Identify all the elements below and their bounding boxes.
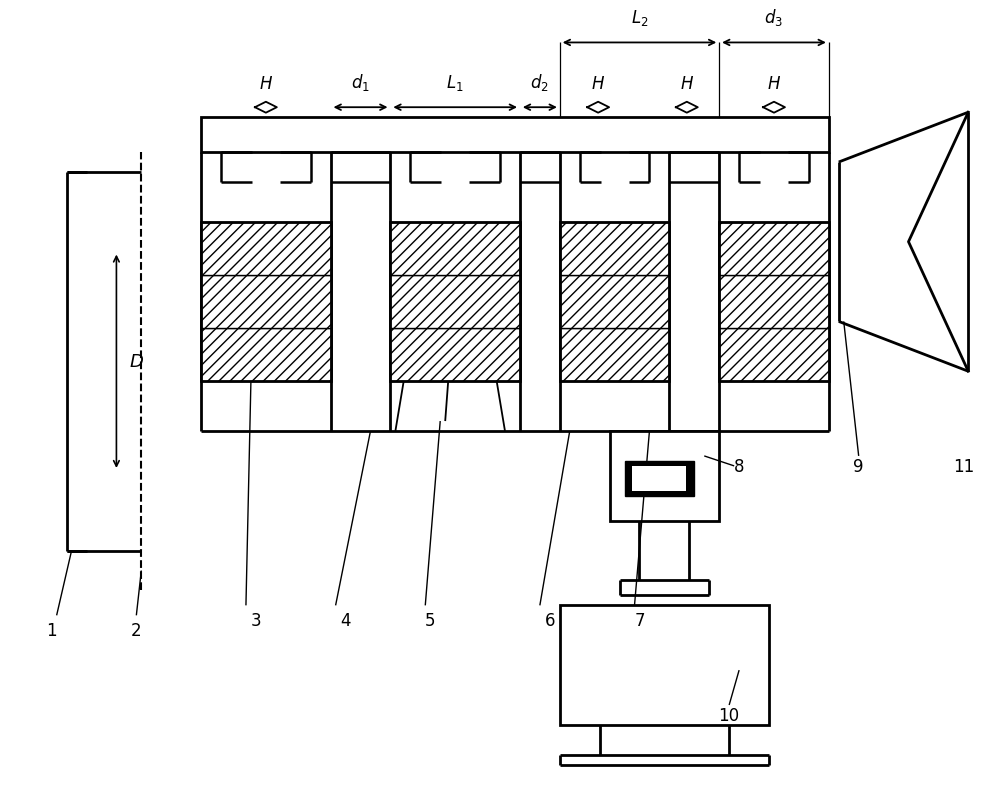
Text: $d_1$: $d_1$	[351, 72, 370, 93]
Bar	[610, 431, 719, 521]
Bar	[719, 276, 829, 328]
Bar	[390, 222, 520, 382]
Bar	[390, 222, 520, 276]
Bar	[560, 222, 669, 382]
Text: $d_2$: $d_2$	[530, 72, 549, 93]
Text: $L_2$: $L_2$	[631, 8, 648, 28]
Text: $L_1$: $L_1$	[446, 73, 464, 93]
Bar	[632, 466, 686, 491]
Text: $H$: $H$	[767, 76, 781, 93]
Bar	[719, 328, 829, 382]
Bar	[560, 606, 769, 725]
Text: 8: 8	[734, 457, 744, 475]
Bar	[560, 276, 669, 328]
Bar	[560, 328, 669, 382]
Bar	[719, 222, 829, 276]
Text: $H$: $H$	[680, 76, 694, 93]
Bar	[390, 276, 520, 328]
Text: 2: 2	[131, 621, 142, 640]
Text: 9: 9	[853, 457, 864, 475]
Text: 4: 4	[340, 611, 351, 629]
Bar	[201, 118, 829, 152]
Bar	[390, 328, 520, 382]
Bar	[719, 222, 829, 382]
Text: 11: 11	[953, 457, 974, 475]
Text: 5: 5	[425, 611, 436, 629]
Text: 6: 6	[545, 611, 555, 629]
Text: 3: 3	[251, 611, 261, 629]
Text: $H$: $H$	[591, 76, 605, 93]
Text: $D$: $D$	[129, 353, 144, 371]
Bar	[201, 276, 331, 328]
Text: $d_3$: $d_3$	[764, 7, 784, 28]
Bar	[201, 328, 331, 382]
Text: 7: 7	[634, 611, 645, 629]
Text: 10: 10	[719, 706, 740, 724]
Text: $H$: $H$	[259, 76, 273, 93]
Bar	[625, 461, 694, 496]
Text: 1: 1	[46, 621, 57, 640]
Bar	[201, 222, 331, 276]
Bar	[201, 222, 331, 382]
Bar	[560, 222, 669, 276]
